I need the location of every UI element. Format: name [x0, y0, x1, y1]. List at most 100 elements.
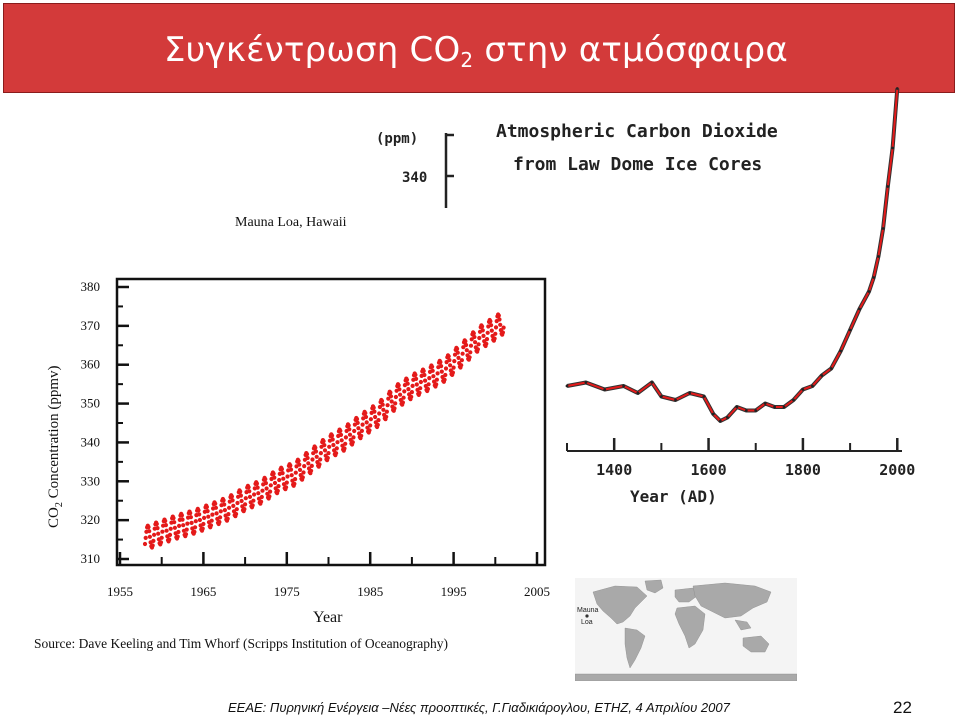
mauna-loa-title: Mauna Loa, Hawaii — [235, 215, 347, 230]
mauna-loa-data-point — [338, 428, 343, 433]
mauna-loa-data-point — [284, 480, 289, 485]
mauna-loa-data-point — [388, 394, 394, 399]
mauna-loa-data-point — [163, 518, 168, 524]
mauna-loa-data-point — [410, 383, 415, 388]
mauna-loa-data-point — [235, 500, 240, 506]
law-dome-x-ticks: 1400 1600 1800 2000 — [596, 438, 915, 479]
law-dome-sample-point — [848, 328, 852, 332]
mauna-loa-y-tick-label: 360 — [81, 357, 101, 372]
mauna-loa-data-point — [448, 363, 453, 368]
mauna-loa-data-point — [163, 523, 168, 528]
law-dome-sample-point — [603, 388, 607, 391]
mauna-loa-data-point — [181, 523, 186, 528]
mauna-loa-data-point — [327, 444, 332, 449]
map-north-america — [592, 585, 648, 625]
law-dome-sample-point — [718, 419, 722, 423]
mauna-loa-data-point — [392, 406, 397, 411]
mauna-loa-data-point — [158, 540, 164, 545]
mauna-loa-data-point — [468, 350, 473, 355]
mauna-loa-data-point — [209, 518, 214, 523]
mauna-loa-data-point — [368, 417, 373, 422]
mauna-loa-data-point — [142, 541, 148, 547]
mauna-loa-data-point — [238, 493, 243, 498]
law-dome-x-axis-label: Year (AD) — [630, 487, 717, 506]
mauna-loa-data-point — [360, 422, 365, 427]
mauna-loa-data-point — [339, 438, 344, 443]
mauna-loa-x-tick-label: 1955 — [107, 584, 133, 599]
mauna-loa-data-point — [384, 409, 389, 414]
mauna-loa-data-point — [321, 439, 326, 444]
mauna-loa-data-point — [239, 498, 244, 504]
mauna-loa-data-point — [377, 404, 382, 410]
mauna-loa-data-point — [434, 377, 439, 382]
mauna-loa-data-point — [405, 381, 410, 386]
mauna-loa-data-point — [225, 516, 230, 521]
mauna-loa-data-point — [252, 492, 257, 497]
mauna-loa-x-tick-label: 1965 — [190, 584, 216, 599]
mauna-loa-data-point — [329, 433, 335, 438]
mauna-loa-data-point — [426, 382, 431, 387]
mauna-loa-data-point — [293, 470, 298, 475]
mauna-loa-data-point — [204, 504, 209, 510]
mauna-loa-data-point — [393, 401, 398, 406]
mauna-loa-data-point — [385, 403, 390, 408]
mauna-loa-data-point — [331, 442, 336, 448]
mauna-loa-data-point — [189, 520, 194, 526]
law-dome-sample-point — [763, 402, 767, 405]
mauna-loa-data-point — [260, 488, 265, 493]
law-dome-sample-point — [735, 405, 739, 409]
mauna-loa-data-point — [480, 324, 485, 329]
mauna-loa-data-point — [467, 355, 472, 360]
mauna-loa-data-point — [214, 511, 219, 516]
mauna-loa-data-point — [355, 420, 360, 425]
mauna-loa-data-point — [475, 347, 480, 352]
mauna-loa-data-point — [301, 470, 306, 475]
mauna-loa-data-point — [155, 526, 160, 531]
page-number: 22 — [893, 698, 912, 717]
mauna-loa-data-point — [352, 428, 357, 434]
mauna-loa-data-point — [210, 512, 215, 517]
mauna-loa-data-point — [322, 443, 327, 448]
mauna-loa-data-point — [413, 372, 418, 377]
mauna-loa-data-point — [386, 396, 391, 401]
mauna-loa-data-point — [292, 481, 297, 486]
mauna-loa-data-point — [367, 428, 372, 433]
mauna-loa-data-point — [293, 477, 298, 482]
mauna-loa-data-point — [489, 328, 494, 333]
mauna-loa-data-point — [272, 475, 277, 480]
mauna-loa-data-point — [472, 334, 477, 340]
mauna-loa-x-tick-label: 1975 — [274, 584, 300, 599]
mauna-loa-data-point — [238, 489, 243, 494]
law-dome-sample-points — [565, 87, 899, 423]
mauna-loa-data-point — [206, 514, 211, 519]
mauna-loa-data-point — [272, 480, 278, 486]
mauna-loa-data-point — [484, 341, 489, 346]
mauna-loa-data-point — [460, 351, 465, 356]
mauna-loa-data-point — [447, 358, 452, 363]
law-dome-sample-point — [565, 384, 569, 388]
mauna-loa-data-point — [442, 377, 447, 382]
mauna-loa-data-point — [176, 529, 181, 535]
mauna-loa-data-point — [226, 511, 231, 517]
mauna-loa-data-point — [398, 392, 403, 397]
mauna-loa-data-point — [300, 475, 305, 480]
mauna-loa-data-point — [196, 508, 201, 513]
mauna-loa-data-point — [400, 400, 405, 405]
mauna-loa-data-point — [451, 365, 456, 370]
mauna-loa-data-point — [464, 342, 469, 348]
mauna-loa-data-point — [268, 483, 273, 488]
mauna-loa-data-point — [330, 437, 335, 442]
mauna-loa-data-point — [171, 516, 176, 521]
mauna-loa-data-point — [381, 407, 386, 412]
mauna-loa-data-point — [275, 488, 280, 493]
title-banner: Συγκέντρωση CO2 στην ατμόσφαιρα — [3, 3, 955, 93]
mauna-loa-data-point — [484, 337, 490, 342]
mauna-loa-data-point — [156, 531, 161, 536]
mauna-loa-data-point — [234, 507, 239, 512]
mauna-loa-data-point — [242, 507, 247, 512]
mauna-loa-data-point — [350, 440, 355, 445]
law-dome-sample-point — [891, 146, 894, 150]
mauna-loa-data-point — [455, 350, 460, 355]
mauna-loa-data-point — [476, 342, 481, 347]
law-dome-chart: (ppm) 340 Atmospheric Carbon Dioxide fro… — [376, 87, 915, 506]
